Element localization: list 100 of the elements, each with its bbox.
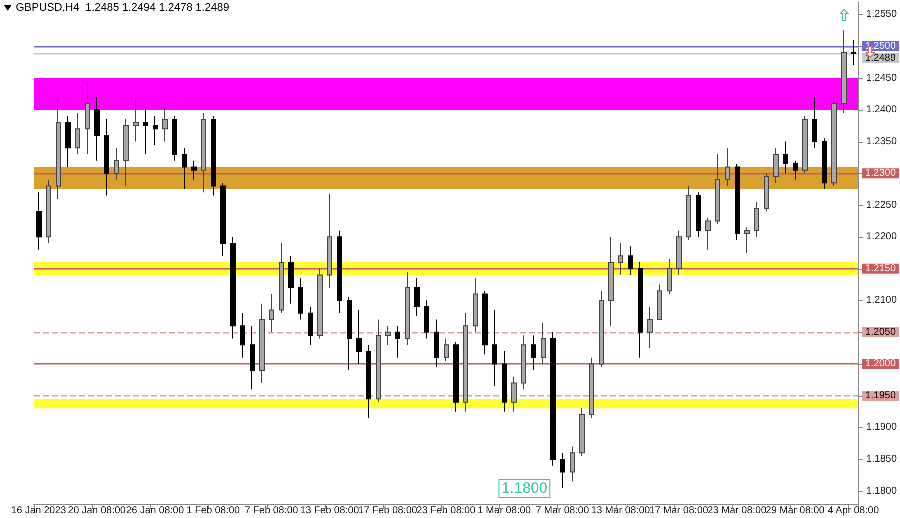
y-tick-label: 1.2350 [866, 136, 898, 148]
candlestick [492, 310, 497, 387]
y-tick-label: 1.1850 [866, 454, 898, 466]
y-tick-label: 1.2400 [866, 104, 898, 116]
candlestick [482, 290, 488, 356]
candlestick [841, 30, 847, 114]
candlestick [696, 192, 701, 238]
candlestick [793, 160, 798, 180]
candlestick [667, 258, 672, 295]
candlestick [298, 278, 303, 320]
candlestick [114, 148, 119, 180]
candlestick [123, 119, 129, 187]
candlestick [172, 116, 177, 162]
candlestick [288, 256, 294, 304]
candlestick [182, 148, 187, 190]
candlestick [405, 272, 410, 346]
x-tick-label: 16 Jan 2023 [11, 506, 67, 516]
y-tick-label: 1.2250 [866, 200, 898, 211]
candlestick [570, 446, 575, 482]
candlestick [347, 296, 352, 372]
candlestick [812, 96, 817, 149]
candlestick [822, 138, 827, 190]
candlestick [531, 335, 536, 372]
candlestick [453, 341, 459, 412]
candlestick [473, 278, 478, 333]
candlestick [337, 230, 342, 314]
candlestick [831, 96, 837, 187]
candlestick [414, 278, 420, 318]
candlestick [744, 227, 750, 254]
candlestick [608, 236, 614, 327]
candlestick [211, 116, 216, 196]
candlestick [676, 230, 682, 276]
candlestick [521, 335, 526, 390]
candlestick [366, 344, 371, 419]
x-tick-label: 23 Feb 08:00 [416, 506, 476, 516]
ref-line-label: 1.2500 [865, 40, 896, 52]
candlestick [599, 290, 604, 368]
candlestick [686, 186, 691, 241]
candlestick [560, 452, 565, 489]
candlestick [230, 236, 236, 340]
x-tick-label: 7 Mar 08:00 [536, 506, 590, 516]
candlestick [657, 284, 662, 320]
candlestick [191, 160, 197, 180]
x-tick-label: 26 Jan 08:00 [126, 506, 185, 516]
x-tick-label: 23 Mar 08:00 [708, 506, 768, 516]
candlestick [725, 148, 730, 187]
candlestick [589, 357, 594, 419]
candlestick [85, 80, 90, 156]
candlestick [240, 312, 245, 358]
candlestick [773, 148, 779, 184]
candlestick [395, 326, 400, 358]
candlestick [376, 319, 381, 403]
candlestick [444, 338, 449, 362]
candlestick [153, 116, 158, 146]
candlestick [638, 262, 643, 358]
y-tick-label: 1.2550 [866, 9, 898, 20]
candlestick [104, 119, 109, 196]
ref-line-label: 1.2050 [865, 326, 896, 338]
candlestick [715, 154, 720, 225]
candlestick [802, 116, 808, 174]
y-tick-label: 1.1800 [866, 486, 898, 497]
y-tick-label: 1.2450 [866, 72, 898, 84]
annotation: 1.1800 [502, 480, 548, 498]
candlestick [201, 112, 206, 194]
ref-line-label: 1.1950 [865, 390, 896, 402]
x-tick-label: 13 Feb 08:00 [300, 506, 360, 516]
candlestick [618, 242, 623, 276]
x-tick-label: 29 Mar 08:00 [766, 506, 826, 516]
candlestick [56, 96, 61, 200]
candlestick [647, 306, 653, 349]
candlestick [511, 376, 517, 412]
candlestick [46, 179, 51, 244]
ref-line-label: 1.2150 [865, 263, 896, 274]
y-tick-label: 1.1900 [866, 422, 898, 434]
candlestick [75, 112, 80, 156]
x-tick-label: 1 Mar 08:00 [478, 506, 532, 516]
candlestick [463, 312, 468, 412]
candlestick [385, 326, 391, 346]
x-tick-label: 20 Jan 08:00 [68, 506, 126, 516]
candlestick [550, 332, 556, 466]
candlestick [143, 106, 148, 156]
candlestick [424, 300, 429, 340]
candlestick [162, 106, 168, 142]
candlestick [628, 246, 633, 276]
candlestick [279, 242, 284, 314]
x-tick-label: 7 Feb 08:00 [244, 506, 299, 516]
candlestick [434, 319, 439, 368]
candlestick [220, 182, 226, 257]
x-tick-label: 1 Feb 08:00 [186, 506, 241, 516]
x-tick-label: 17 Feb 08:00 [358, 506, 418, 516]
y-tick-label: 1.2100 [866, 295, 898, 306]
candlestick [754, 202, 759, 238]
candlestick [764, 173, 769, 212]
candlestick [327, 193, 332, 288]
candlestick [541, 322, 546, 365]
candlestick [250, 326, 255, 390]
candlestick [65, 116, 71, 168]
x-tick-label: 13 Mar 08:00 [591, 506, 651, 516]
candlestick [259, 303, 265, 384]
candlestick [502, 350, 507, 412]
